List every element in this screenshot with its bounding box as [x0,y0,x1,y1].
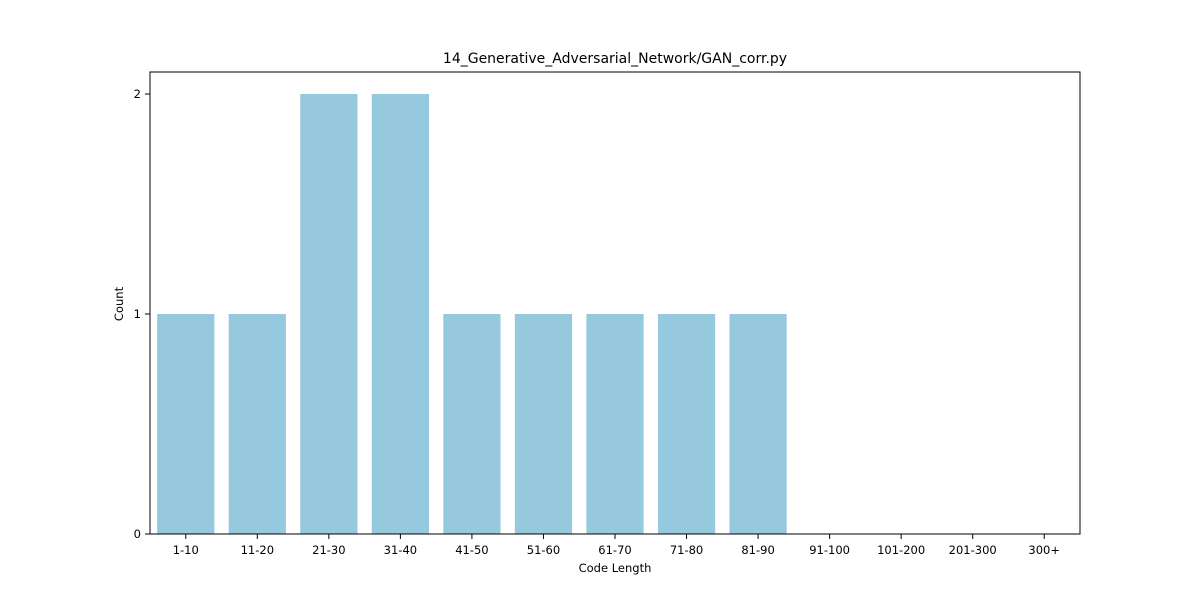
bar-31-40 [371,94,429,534]
x-tick-label: 41-50 [455,543,488,557]
x-tick-label: 91-100 [809,543,850,557]
bar-71-80 [657,314,716,534]
y-axis-label: Count [112,286,126,321]
x-tick-label: 201-300 [949,543,997,557]
bar-51-60 [514,314,573,534]
x-tick-label: 81-90 [741,543,774,557]
x-tick-label: 71-80 [670,543,703,557]
chart-title: 14_Generative_Adversarial_Network/GAN_co… [443,51,787,67]
bar-11-20 [228,314,286,534]
x-tick-label: 61-70 [598,543,631,557]
x-tick-label: 1-10 [173,543,199,557]
y-tick-label: 0 [134,527,141,541]
x-tick-label: 300+ [1028,543,1060,557]
y-tick-label: 2 [134,87,141,101]
x-tick-label: 31-40 [384,543,417,557]
x-tick-label: 51-60 [527,543,560,557]
x-axis-ticks: 1-10 11-20 21-30 31-40 41-50 51-60 61-70 71-80 8… [173,534,1060,557]
y-tick-label: 1 [134,307,141,321]
y-axis-ticks: 0 1 2 [134,87,150,541]
bar-21-30 [300,94,358,534]
bar-61-70 [586,314,644,534]
bar-1-10 [157,314,215,534]
bar-41-50 [443,314,501,534]
bars-group [157,94,787,534]
x-axis-label: Code Length [579,561,652,575]
x-tick-label: 101-200 [877,543,925,557]
bar-81-90 [729,314,787,534]
x-tick-label: 11-20 [241,543,274,557]
x-tick-label: 21-30 [312,543,345,557]
